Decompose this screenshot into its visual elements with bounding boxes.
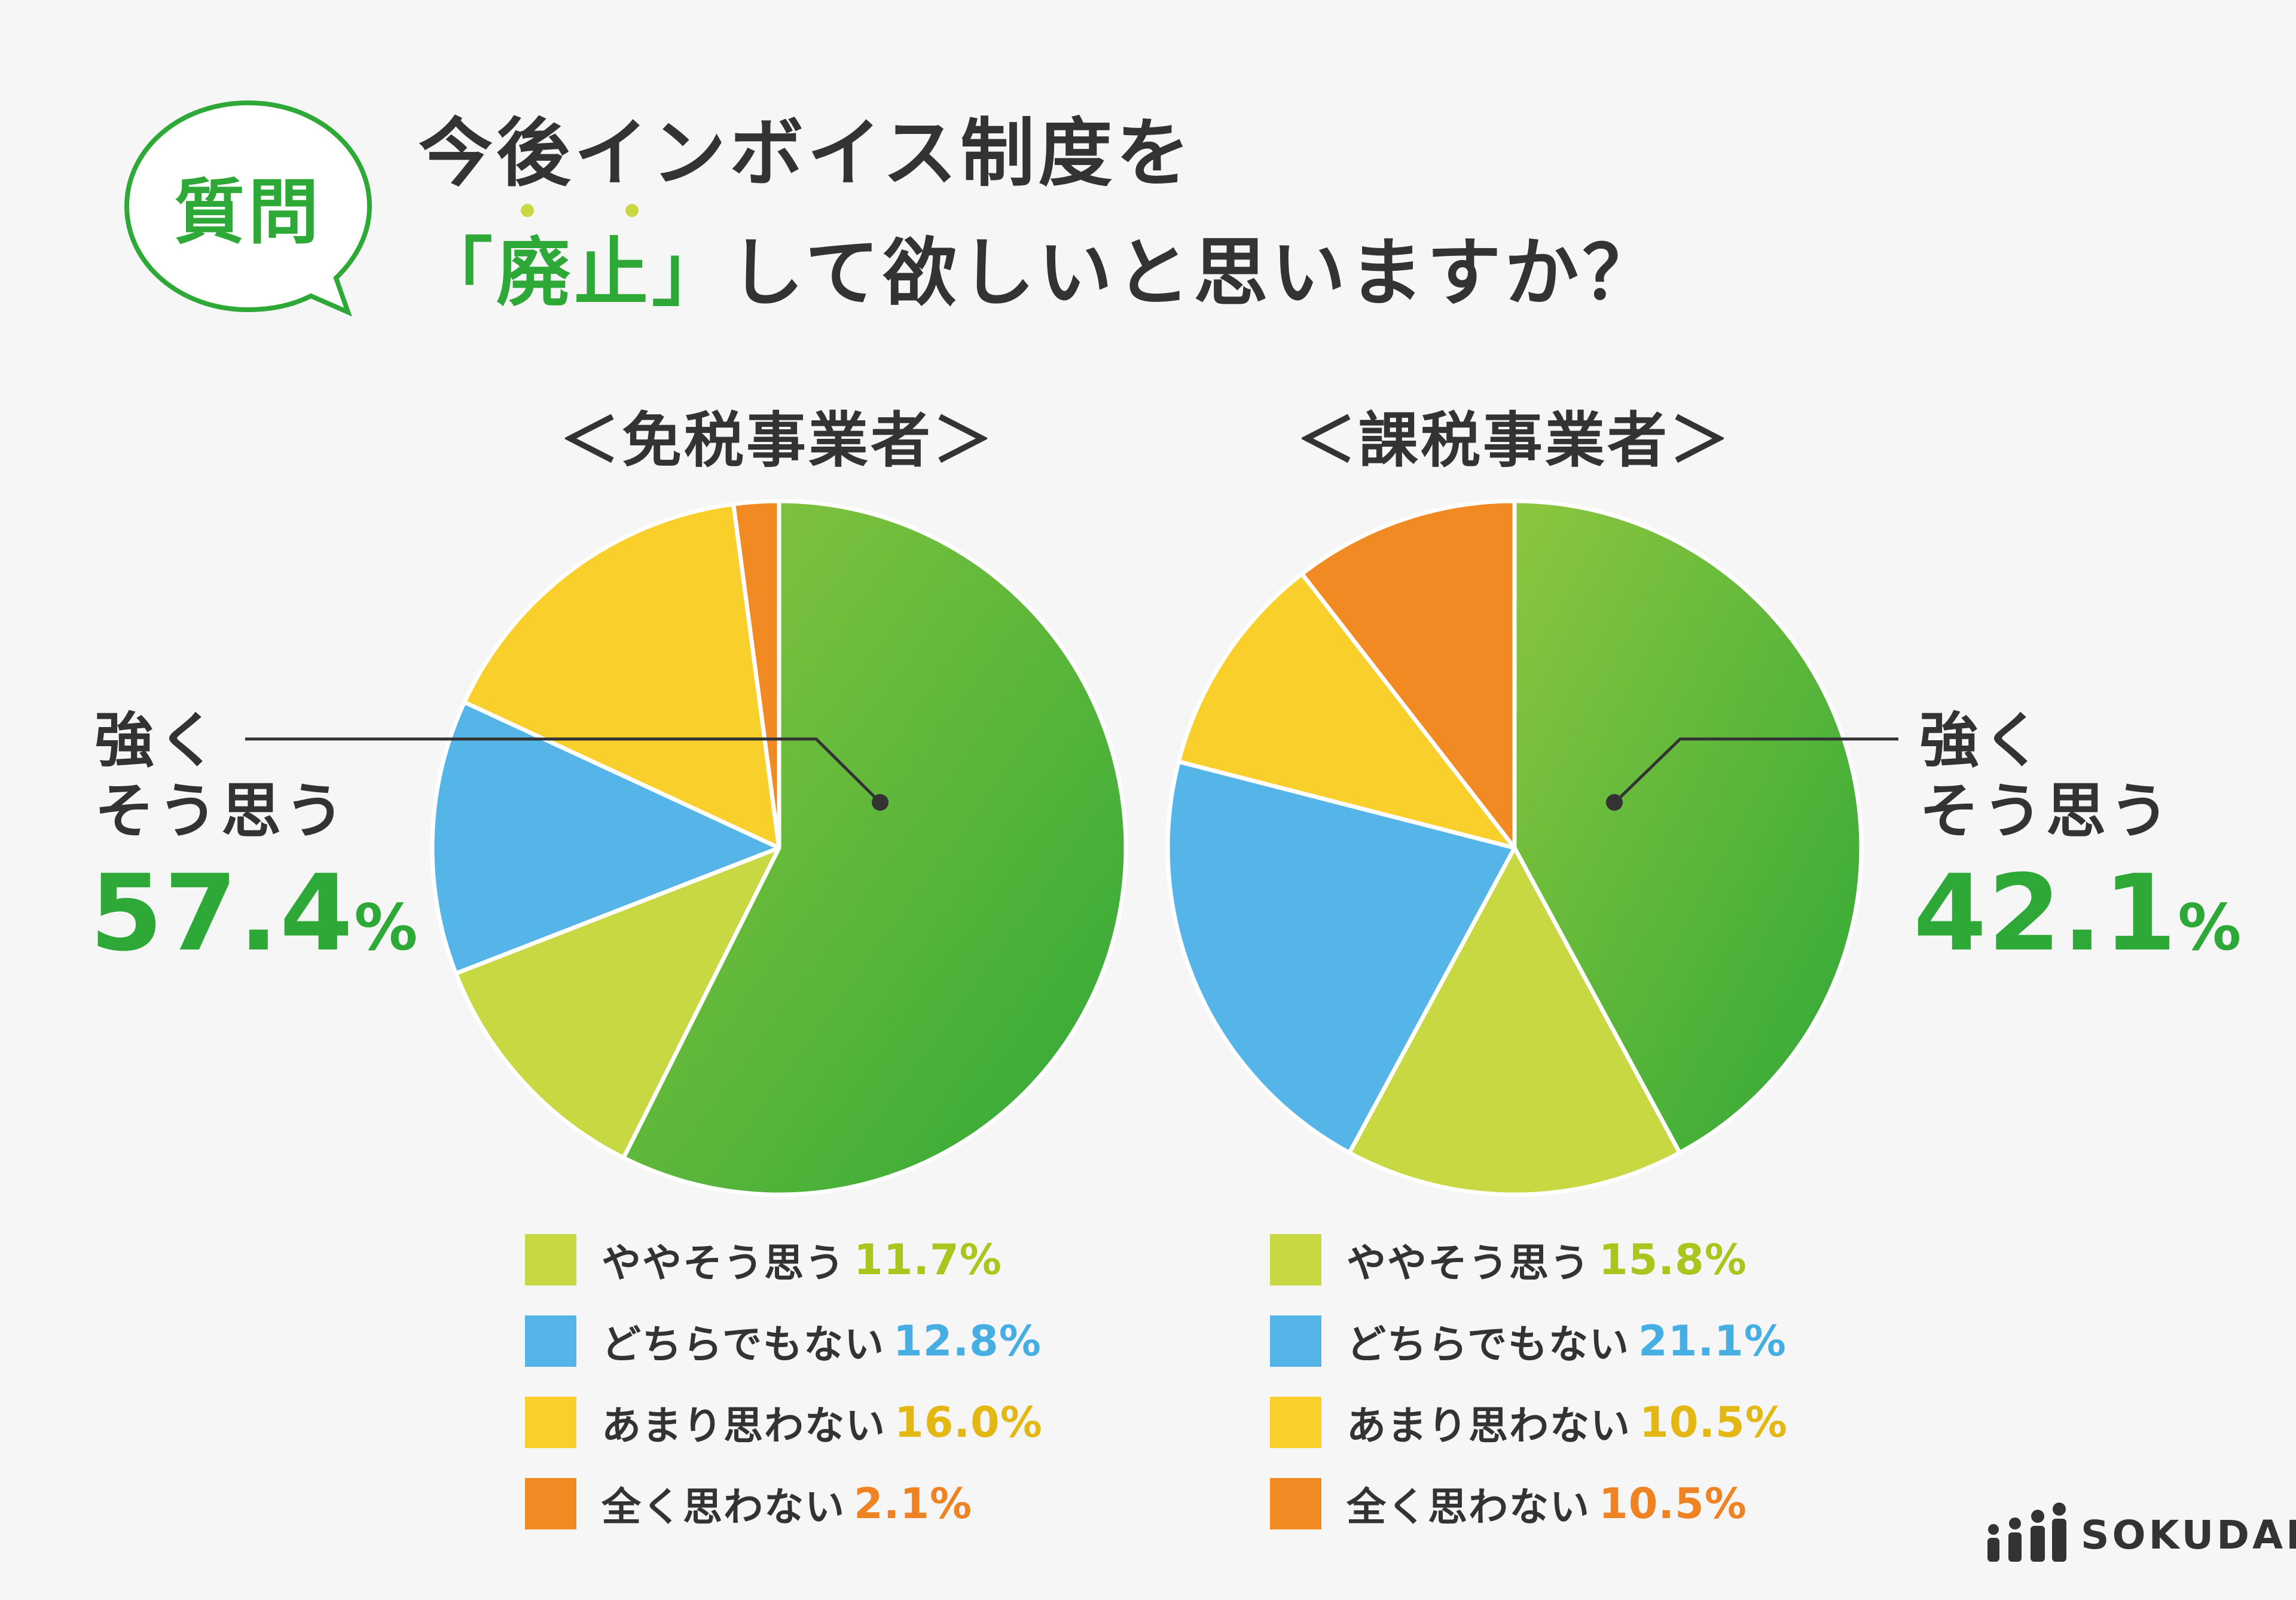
title-rest: して欲しいと思いますか？	[729, 230, 1660, 316]
pie-slice-strongly	[621, 499, 1128, 1197]
callout-value-exempt: 57.4%	[90, 861, 419, 966]
legend-item: あまり思わない 10.5%	[1270, 1396, 1808, 1449]
callout-label-line1: 強く	[1919, 706, 2046, 775]
legend-label: ややそう思う	[1347, 1240, 1590, 1286]
pie-slice-somewhat	[453, 845, 781, 1160]
pie-slice-neutral	[430, 700, 781, 976]
pie-slice-neutral	[1165, 759, 1517, 1155]
title-open-bracket: 「	[419, 230, 497, 316]
sokudan-logo-icon	[1987, 1503, 2066, 1562]
legend-item: 全く思わない 2.1%	[525, 1477, 1063, 1531]
legend-exempt: ややそう思う 11.7% どちらでもない 12.8% あまり思わない 16.0%…	[525, 1233, 1063, 1558]
legend-item: ややそう思う 11.7%	[525, 1233, 1063, 1287]
legend-value: 15.8%	[1599, 1235, 1747, 1284]
callout-leader-line-left	[245, 737, 880, 802]
legend-label: 全く思わない	[602, 1484, 845, 1530]
chart-title-exempt: ＜免税事業者＞	[560, 405, 995, 475]
legend-swatch	[525, 1478, 576, 1529]
callout-label-line2: そう思う	[1919, 776, 2173, 846]
page-title-line1: 今後インボイス制度を	[419, 111, 1194, 197]
pie-chart-taxable	[1165, 499, 1864, 1197]
callout-leader-dot-left	[872, 794, 889, 811]
callout-unit: %	[354, 891, 419, 964]
legend-swatch	[1270, 1397, 1321, 1448]
emphasis-dots	[521, 204, 639, 217]
legend-value: 10.5%	[1599, 1479, 1747, 1528]
legend-label: どちらでもない	[602, 1321, 886, 1367]
legend-swatch	[1270, 1315, 1321, 1367]
legend-value: 10.5%	[1639, 1398, 1788, 1447]
legend-swatch	[525, 1315, 576, 1367]
legend-swatch	[525, 1234, 576, 1286]
legend-taxable: ややそう思う 15.8% どちらでもない 21.1% あまり思わない 10.5%…	[1270, 1233, 1808, 1558]
legend-value: 16.0%	[894, 1398, 1043, 1447]
callout-label-line1: 強く	[94, 706, 221, 775]
legend-item: ややそう思う 15.8%	[1270, 1233, 1808, 1287]
legend-item: 全く思わない 10.5%	[1270, 1477, 1808, 1531]
legend-label: 全く思わない	[1347, 1484, 1590, 1530]
legend-value: 12.8%	[893, 1317, 1042, 1366]
legend-value: 11.7%	[854, 1235, 1002, 1284]
pie-slice-not-really	[462, 502, 781, 850]
brand-name: SOKUDAN	[2081, 1512, 2296, 1558]
legend-label: あまり思わない	[602, 1403, 886, 1449]
question-speech-bubble	[124, 100, 373, 317]
page-title-line2: 「廃止」して欲しいと思いますか？	[419, 236, 1660, 310]
question-label: 質問	[173, 171, 322, 254]
callout-unit: %	[2178, 891, 2243, 964]
callout-label-taxable: 強く そう思う	[1919, 706, 2173, 847]
pie-slice-not-at-all	[1300, 499, 1517, 850]
legend-swatch	[1270, 1478, 1321, 1529]
legend-label: ややそう思う	[602, 1240, 845, 1286]
title-close-bracket: 」	[652, 230, 730, 316]
legend-label: どちらでもない	[1347, 1321, 1631, 1367]
callout-label-line2: そう思う	[94, 776, 348, 846]
brand: SOKUDAN	[1984, 1502, 2296, 1568]
callout-number: 57.4	[90, 852, 355, 975]
legend-item: どちらでもない 21.1%	[1270, 1314, 1808, 1368]
callout-leader-dot-right	[1606, 794, 1623, 811]
pie-slice-not-at-all	[731, 499, 781, 850]
pie-slice-strongly	[1512, 499, 1864, 1155]
title-emphasis: 廃止	[496, 230, 652, 316]
callout-label-exempt: 強く そう思う	[94, 706, 348, 847]
pie-slice-somewhat	[1347, 845, 1682, 1197]
legend-value: 2.1%	[854, 1479, 973, 1528]
callout-leader-line-right	[1615, 737, 1898, 802]
legend-label: あまり思わない	[1347, 1403, 1631, 1449]
callout-number: 42.1	[1913, 852, 2178, 975]
callout-value-taxable: 42.1%	[1913, 861, 2242, 966]
legend-item: あまり思わない 16.0%	[525, 1396, 1063, 1449]
legend-value: 21.1%	[1638, 1317, 1787, 1366]
chart-title-taxable: ＜課税事業者＞	[1296, 405, 1732, 475]
legend-item: どちらでもない 12.8%	[525, 1314, 1063, 1368]
legend-swatch	[1270, 1234, 1321, 1286]
pie-slice-not-really	[1176, 572, 1517, 850]
legend-swatch	[525, 1397, 576, 1448]
pie-chart-exempt	[430, 499, 1128, 1197]
